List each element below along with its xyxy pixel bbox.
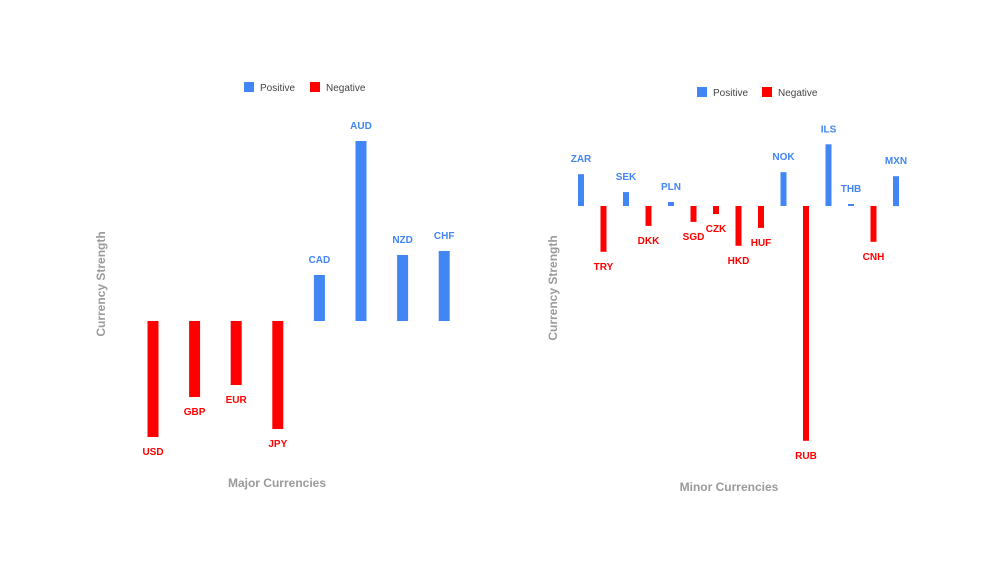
minor-label-sgd: SGD <box>683 232 705 243</box>
major-legend-positive-swatch <box>244 82 254 92</box>
minor-bar-sgd <box>690 206 697 222</box>
minor-label-huf: HUF <box>751 238 772 249</box>
minor-legend-positive-swatch <box>697 87 707 97</box>
major-y-axis-title: Currency Strength <box>94 231 108 336</box>
minor-label-mxn: MXN <box>885 156 907 167</box>
minor-bar-ils <box>825 144 832 206</box>
minor-y-axis-title: Currency Strength <box>546 235 560 340</box>
minor-label-dkk: DKK <box>638 236 660 247</box>
minor-label-sek: SEK <box>616 172 637 183</box>
major-bar-nzd <box>397 255 409 321</box>
minor-legend-positive-label: Positive <box>713 88 748 99</box>
minor-legend-negative-swatch <box>762 87 772 97</box>
major-legend-negative-swatch <box>310 82 320 92</box>
major-bar-usd <box>147 321 159 437</box>
minor-legend-negative-label: Negative <box>778 88 818 99</box>
minor-bar-rub <box>803 206 809 441</box>
major-bar-cad <box>313 275 325 321</box>
minor-bar-hkd <box>735 206 742 246</box>
minor-bar-zar <box>578 174 584 206</box>
minor-bar-dkk <box>645 206 652 226</box>
minor-label-ils: ILS <box>821 124 837 135</box>
major-label-gbp: GBP <box>184 407 206 418</box>
minor-label-cnh: CNH <box>863 252 885 263</box>
minor-bar-try <box>600 206 607 252</box>
minor-bar-pln <box>668 202 674 206</box>
major-legend: Positive Negative <box>244 82 366 94</box>
major-label-nzd: NZD <box>392 235 413 246</box>
minor-label-zar: ZAR <box>571 154 592 165</box>
minor-label-nok: NOK <box>772 152 795 163</box>
minor-bar-czk <box>713 206 719 214</box>
major-chart: Positive Negative Currency Strength Majo… <box>94 82 454 490</box>
minor-bar-mxn <box>893 176 899 207</box>
minor-bar-huf <box>758 206 764 228</box>
minor-label-thb: THB <box>841 184 862 195</box>
minor-label-czk: CZK <box>706 224 727 235</box>
minor-bar-nok <box>780 172 787 206</box>
major-bar-jpy <box>272 321 284 429</box>
minor-bar-thb <box>848 204 854 206</box>
minor-label-rub: RUB <box>795 451 817 462</box>
major-bar-chf <box>438 251 450 321</box>
major-legend-negative-label: Negative <box>326 83 366 94</box>
major-label-usd: USD <box>142 447 163 458</box>
minor-chart: Positive Negative Currency Strength Mino… <box>546 87 907 494</box>
minor-bar-sek <box>623 192 629 206</box>
minor-label-try: TRY <box>594 262 614 273</box>
major-bars: USD GBP EUR JPY CAD AUD NZD CHF <box>142 121 454 458</box>
minor-bar-cnh <box>870 206 877 242</box>
minor-label-hkd: HKD <box>728 256 750 267</box>
minor-x-axis-title: Minor Currencies <box>680 480 779 494</box>
major-label-aud: AUD <box>350 121 372 132</box>
major-label-eur: EUR <box>226 395 248 406</box>
minor-label-pln: PLN <box>661 182 681 193</box>
major-label-chf: CHF <box>434 231 455 242</box>
major-bar-eur <box>230 321 242 385</box>
major-legend-positive-label: Positive <box>260 83 295 94</box>
major-bar-aud <box>355 141 367 321</box>
major-label-jpy: JPY <box>268 439 287 450</box>
major-x-axis-title: Major Currencies <box>228 476 326 490</box>
minor-legend: Positive Negative <box>697 87 818 99</box>
major-label-cad: CAD <box>309 255 331 266</box>
major-bar-gbp <box>189 321 201 397</box>
